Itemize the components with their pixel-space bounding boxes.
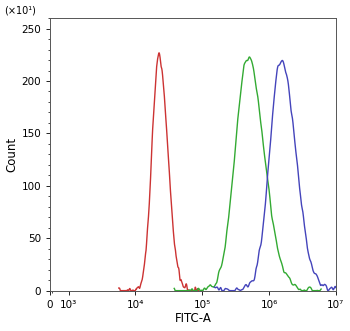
X-axis label: FITC-A: FITC-A (175, 312, 211, 325)
Y-axis label: Count: Count (6, 137, 19, 172)
Text: (×10¹): (×10¹) (5, 5, 36, 15)
